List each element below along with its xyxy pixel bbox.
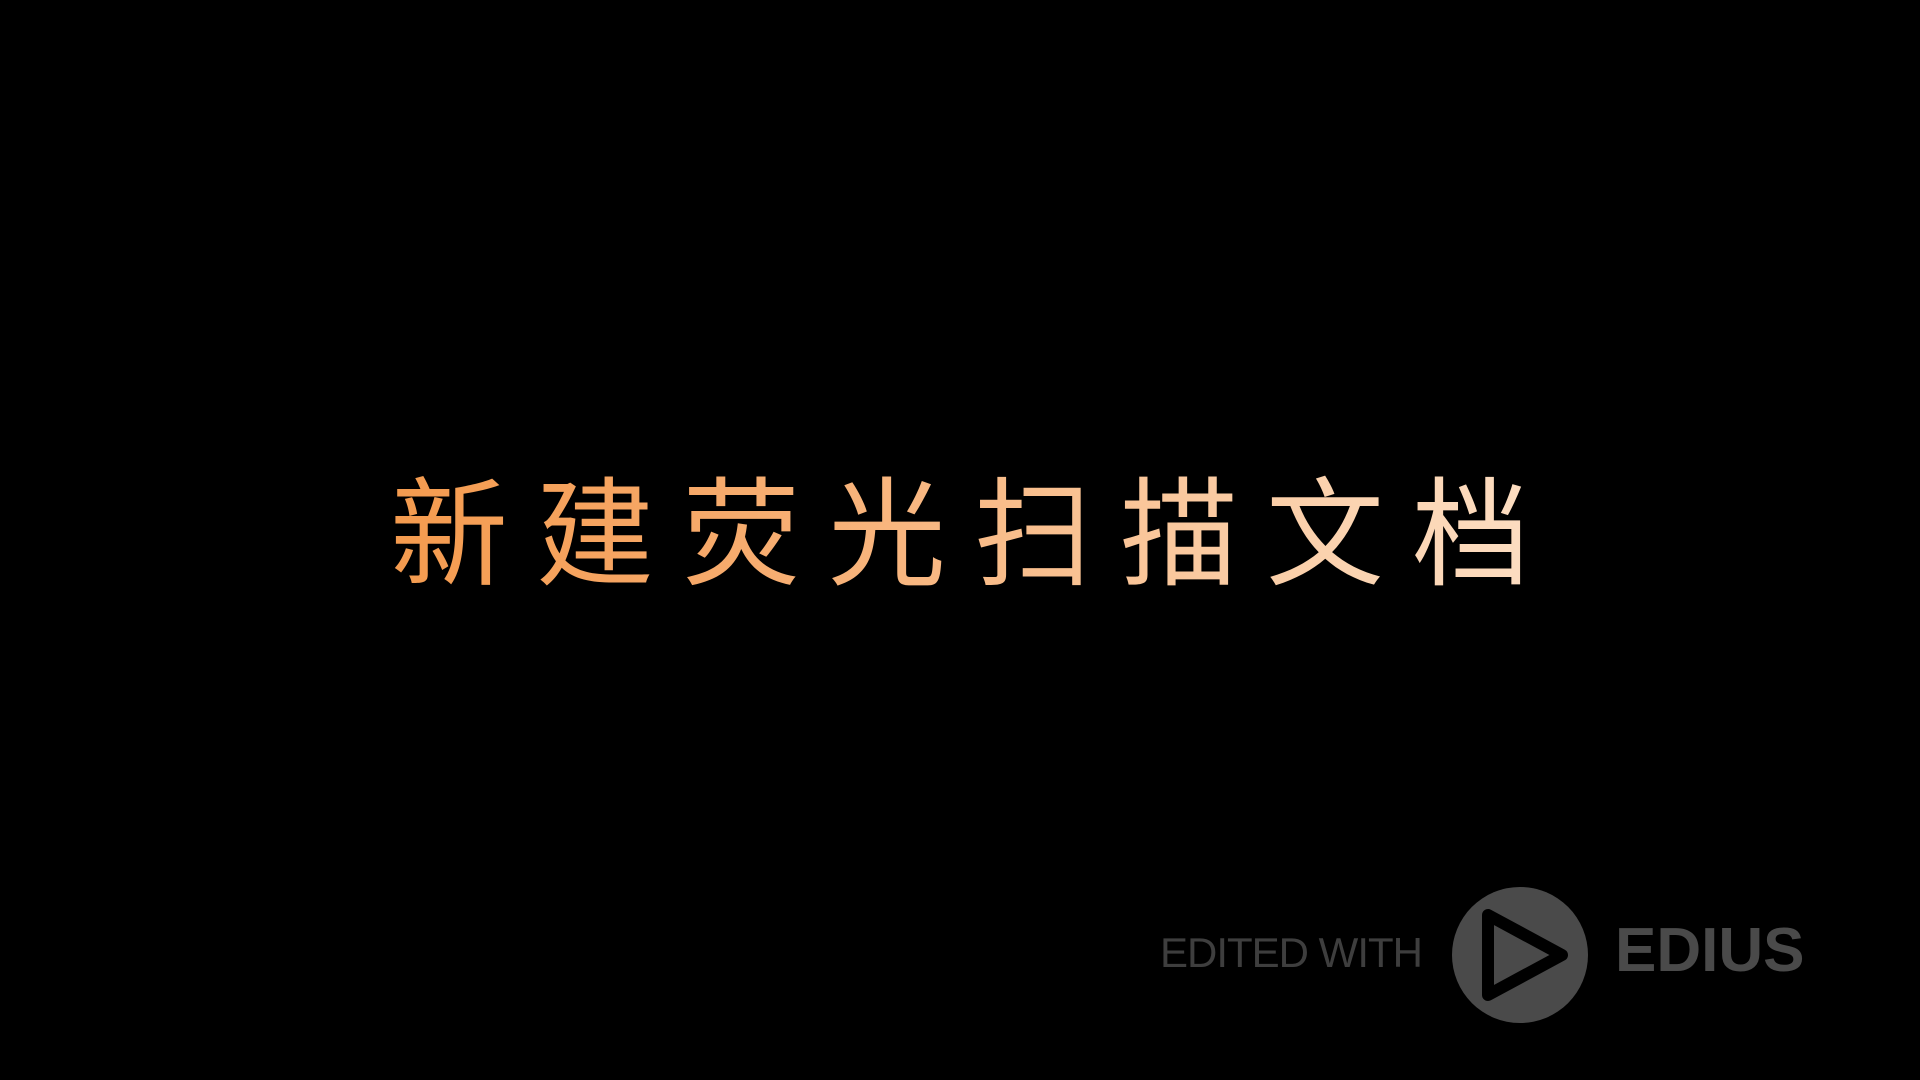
watermark-brand: EDIUS <box>1615 916 1805 985</box>
play-icon <box>1452 887 1588 1023</box>
title-text: 新建荧光扫描文档 <box>0 460 1920 610</box>
edius-watermark: EDITED WITH EDIUS <box>1160 885 1830 1025</box>
watermark-prefix: EDITED WITH <box>1160 929 1423 976</box>
